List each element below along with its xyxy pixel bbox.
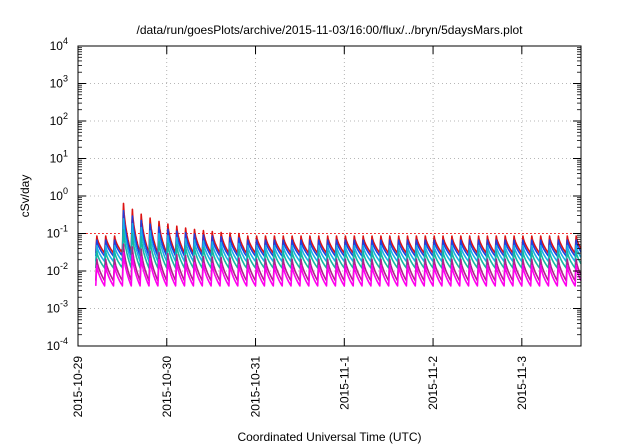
- grid: [77, 45, 581, 347]
- y-tick-base: 10: [47, 227, 61, 241]
- series-line: [95, 209, 582, 257]
- y-tick-base: 10: [50, 39, 64, 53]
- y-tick-label: 104: [50, 36, 68, 53]
- y-axis-label: cSv/day: [18, 175, 32, 218]
- y-tick-exponent: 2: [63, 111, 68, 121]
- y-tick-exponent: 4: [63, 36, 68, 46]
- y-tick-label: 10-3: [47, 299, 68, 316]
- y-tick-base: 10: [47, 264, 61, 278]
- y-tick-base: 10: [50, 189, 64, 203]
- x-tick-label: 2015-10-31: [249, 356, 263, 418]
- x-tick-label: 2015-11-1: [337, 356, 351, 410]
- plot-frame: [77, 45, 582, 347]
- y-tick-base: 10: [47, 302, 61, 316]
- x-tick-label: 2015-10-29: [71, 356, 85, 418]
- x-tick-label: 2015-10-30: [160, 356, 174, 418]
- series-line: [95, 218, 582, 263]
- series-line: [95, 251, 582, 287]
- y-tick-base: 10: [50, 114, 64, 128]
- ticks: 10-410-310-210-11001011021031042015-10-2…: [47, 36, 581, 417]
- y-tick-label: 10-2: [47, 261, 68, 278]
- y-tick-label: 100: [50, 186, 68, 203]
- y-tick-exponent: -3: [60, 299, 68, 309]
- y-tick-base: 10: [47, 339, 61, 353]
- y-tick-exponent: 1: [63, 149, 68, 159]
- y-tick-label: 102: [50, 111, 68, 128]
- x-axis-label: Coordinated Universal Time (UTC): [237, 430, 421, 444]
- y-tick-label: 10-4: [47, 336, 68, 353]
- y-tick-label: 101: [50, 149, 68, 166]
- y-tick-exponent: -1: [60, 224, 68, 234]
- y-tick-base: 10: [50, 77, 64, 91]
- y-tick-exponent: -2: [60, 261, 68, 271]
- y-tick-exponent: 0: [63, 186, 68, 196]
- x-tick-label: 2015-11-3: [515, 356, 529, 410]
- series-line: [95, 243, 582, 282]
- y-tick-base: 10: [50, 152, 64, 166]
- y-tick-label: 10-1: [47, 224, 68, 241]
- chart-title: /data/run/goesPlots/archive/2015-11-03/1…: [137, 23, 524, 37]
- y-tick-label: 103: [50, 74, 68, 91]
- series-line: [95, 202, 582, 254]
- series-line: [95, 228, 582, 269]
- y-tick-exponent: 3: [63, 74, 68, 84]
- x-tick-label: 2015-11-2: [426, 356, 440, 410]
- series-group: [95, 202, 582, 287]
- y-tick-exponent: -4: [60, 336, 68, 346]
